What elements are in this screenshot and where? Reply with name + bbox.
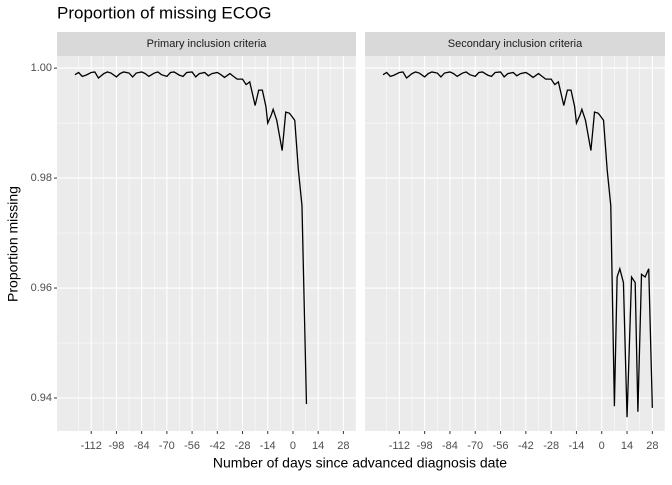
x-tick-label: 0: [290, 440, 296, 452]
x-tick-label: -70: [159, 440, 175, 452]
strip: [57, 32, 356, 56]
x-tick-label: 28: [646, 440, 658, 452]
x-tick-label: -14: [568, 440, 584, 452]
x-tick-label: -84: [442, 440, 458, 452]
y-tick-label: 0.94: [31, 392, 52, 404]
x-tick-label: -28: [543, 440, 559, 452]
panel: [365, 56, 665, 431]
y-tick-label: 0.98: [31, 172, 52, 184]
line: [74, 71, 308, 405]
strip-label: Secondary inclusion criteria: [448, 38, 583, 50]
x-tick-label: -28: [235, 440, 251, 452]
panel: [57, 56, 356, 431]
x-tick-label: -98: [108, 440, 124, 452]
y-tick-label: 1.00: [31, 62, 52, 74]
strip: [365, 32, 665, 56]
y-tick-label: 0.96: [31, 282, 52, 294]
x-tick-label: 14: [621, 440, 633, 452]
x-tick-label: -112: [81, 440, 102, 452]
x-tick-label: 14: [312, 440, 324, 452]
x-tick-label: -56: [493, 440, 509, 452]
x-tick-label: -42: [209, 440, 225, 452]
x-tick-label: 28: [337, 440, 349, 452]
x-tick-label: -42: [518, 440, 534, 452]
x-tick-label: -70: [467, 440, 483, 452]
x-tick-label: 0: [599, 440, 605, 452]
x-tick-label: -14: [260, 440, 276, 452]
x-tick-label: -112: [389, 440, 410, 452]
y-axis-label: Proportion missing: [5, 186, 21, 302]
x-axis-label: Number of days since advanced diagnosis …: [213, 455, 507, 471]
x-tick-label: -56: [184, 440, 200, 452]
x-tick-label: -84: [134, 440, 150, 452]
line: [382, 71, 653, 418]
chart-title: Proportion of missing ECOG: [57, 3, 271, 22]
x-tick-label: -98: [417, 440, 433, 452]
strip-label: Primary inclusion criteria: [147, 38, 268, 50]
